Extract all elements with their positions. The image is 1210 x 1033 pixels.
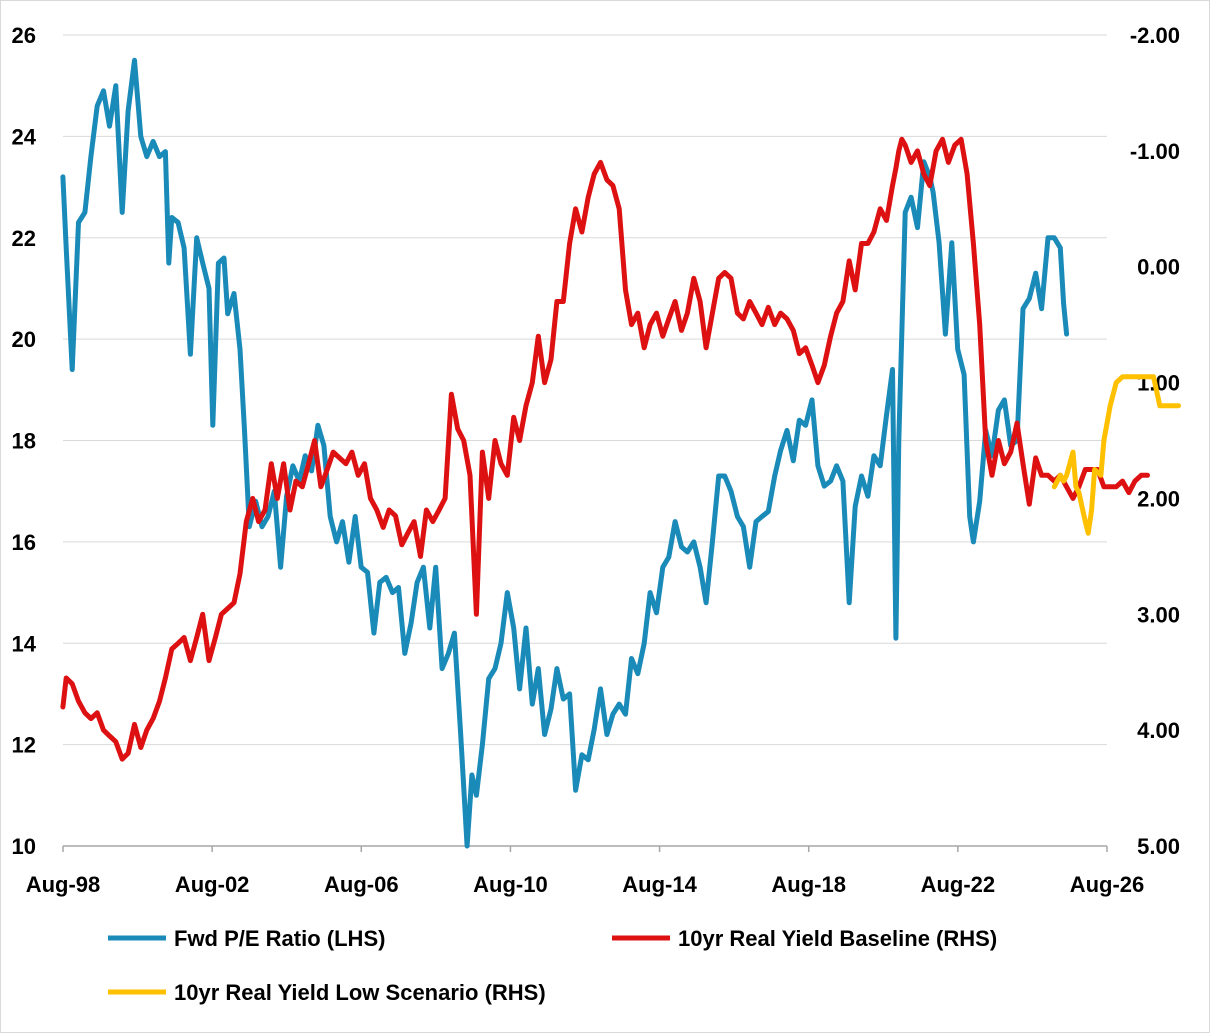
legend: Fwd P/E Ratio (LHS) 10yr Real Yield Basel… <box>108 926 997 1005</box>
y-right-tick-label: 2.00 <box>1137 486 1180 511</box>
y-left-tick-label: 20 <box>12 327 36 352</box>
legend-label: Fwd P/E Ratio (LHS) <box>174 926 385 951</box>
y-left-tick-label: 18 <box>12 429 36 454</box>
y-left-tick-label: 22 <box>12 226 36 251</box>
legend-label: 10yr Real Yield Low Scenario (RHS) <box>174 980 546 1005</box>
x-tick-label: Aug-98 <box>26 872 101 897</box>
y-right-tick-label: -1.00 <box>1130 139 1180 164</box>
x-tick-label: Aug-22 <box>921 872 996 897</box>
series-line-1 <box>60 57 1070 849</box>
y-left-tick-label: 24 <box>12 124 37 149</box>
x-tick-label: Aug-18 <box>771 872 846 897</box>
legend-label: 10yr Real Yield Baseline (RHS) <box>678 926 997 951</box>
y-left-tick-label: 12 <box>12 733 36 758</box>
y-left-tick-label: 26 <box>12 23 36 48</box>
y-right-tick-label: -2.00 <box>1130 23 1180 48</box>
x-tick-label: Aug-06 <box>324 872 399 897</box>
y-left-tick-label: 16 <box>12 530 36 555</box>
series-line-3 <box>1051 374 1181 536</box>
y-right-tick-label: 3.00 <box>1137 602 1180 627</box>
x-tick-label: Aug-10 <box>473 872 548 897</box>
y-left-tick-label: 10 <box>12 834 36 859</box>
y-left-tick-label: 14 <box>12 631 37 656</box>
x-tick-label: Aug-02 <box>175 872 250 897</box>
series-layer <box>60 57 1181 849</box>
x-tick-label: Aug-14 <box>622 872 697 897</box>
y-right-tick-label: 4.00 <box>1137 718 1180 743</box>
y-right-tick-label: 5.00 <box>1137 834 1180 859</box>
x-tick-label: Aug-26 <box>1070 872 1145 897</box>
y-right-tick-label: 0.00 <box>1137 255 1180 280</box>
series-line-2 <box>60 136 1150 762</box>
